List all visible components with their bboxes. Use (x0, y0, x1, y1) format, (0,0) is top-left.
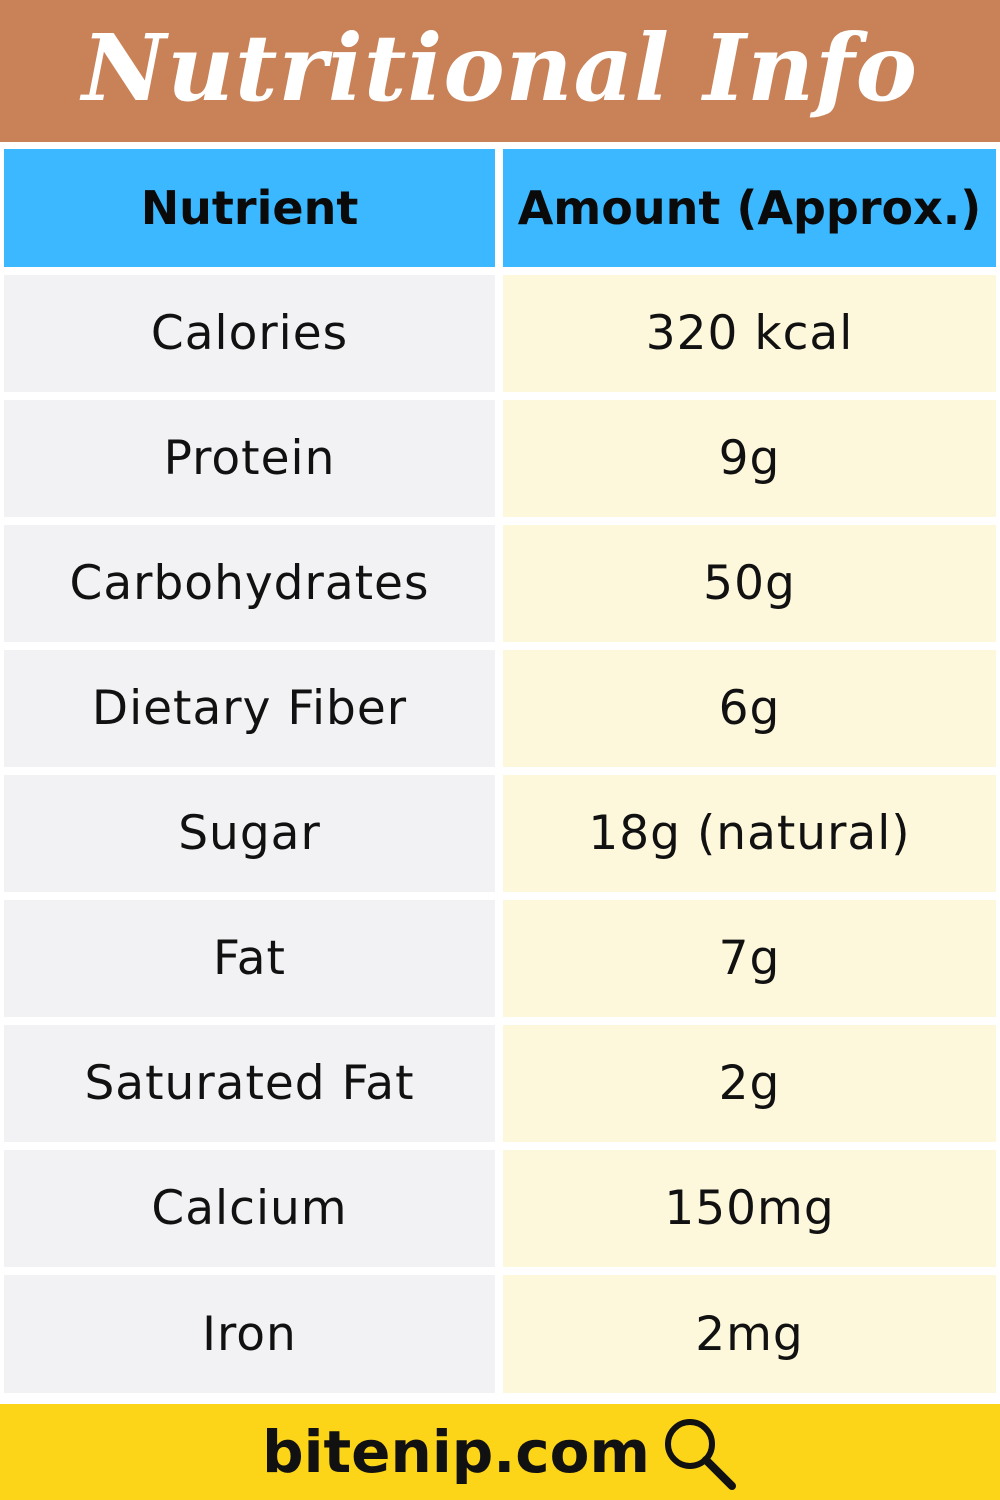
amount-cell: 2g (503, 1025, 996, 1142)
search-icon (660, 1414, 738, 1496)
nutrient-cell: Saturated Fat (4, 1025, 495, 1142)
table-row: Calcium 150mg (0, 1150, 1000, 1267)
amount-cell: 150mg (503, 1150, 996, 1267)
nutrient-cell: Fat (4, 900, 495, 1017)
amount-cell: 50g (503, 525, 996, 642)
site-url[interactable]: bitenip.com (262, 1418, 650, 1486)
nutrient-cell: Protein (4, 400, 495, 517)
amount-cell: 7g (503, 900, 996, 1017)
amount-cell: 6g (503, 650, 996, 767)
amount-cell: 2mg (503, 1275, 996, 1393)
amount-cell: 9g (503, 400, 996, 517)
nutrient-cell: Dietary Fiber (4, 650, 495, 767)
footer-banner: bitenip.com (0, 1404, 1000, 1500)
nutrient-cell: Calcium (4, 1150, 495, 1267)
header-amount: Amount (Approx.) (503, 149, 996, 267)
nutrient-cell: Carbohydrates (4, 525, 495, 642)
table-row: Fat 7g (0, 900, 1000, 1017)
header-nutrient: Nutrient (4, 149, 495, 267)
nutrient-cell: Iron (4, 1275, 495, 1393)
table-row: Iron 2mg (0, 1275, 1000, 1393)
amount-cell: 18g (natural) (503, 775, 996, 892)
table-row: Dietary Fiber 6g (0, 650, 1000, 767)
table-row: Saturated Fat 2g (0, 1025, 1000, 1142)
nutrient-cell: Calories (4, 275, 495, 392)
table-row: Sugar 18g (natural) (0, 775, 1000, 892)
table-header-row: Nutrient Amount (Approx.) (0, 149, 1000, 267)
table-row: Protein 9g (0, 400, 1000, 517)
table-row: Carbohydrates 50g (0, 525, 1000, 642)
nutrient-cell: Sugar (4, 775, 495, 892)
title-banner: Nutritional Info (0, 0, 1000, 142)
page-title: Nutritional Info (81, 14, 919, 122)
amount-cell: 320 kcal (503, 275, 996, 392)
table-row: Calories 320 kcal (0, 275, 1000, 392)
